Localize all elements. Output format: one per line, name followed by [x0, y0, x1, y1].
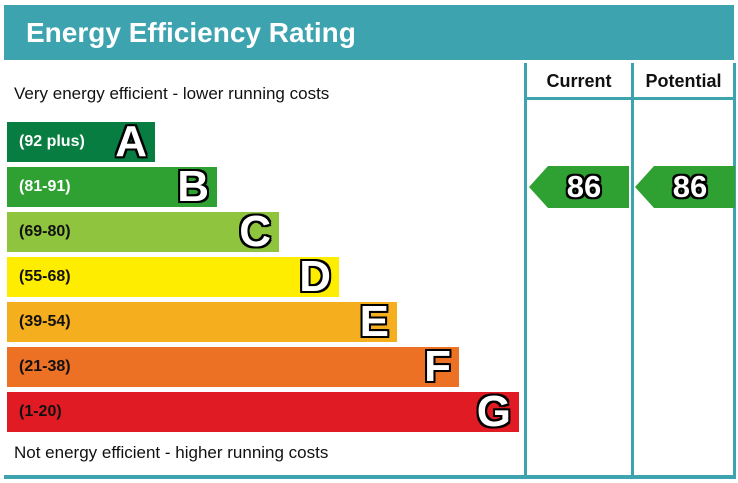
band-b-bar: (81-91) B [7, 162, 217, 211]
band-g-range-label: (1-20) [19, 403, 62, 420]
band-d-range-label: (55-68) [19, 268, 71, 285]
band-f-bar: (21-38) F [7, 342, 459, 391]
band-a-letter: A [115, 117, 147, 166]
current-rating-arrow: 86 [529, 166, 629, 208]
band-e-bar: (39-54) E [7, 297, 397, 346]
bottom-note: Not energy efficient - higher running co… [14, 443, 329, 462]
top-note: Very energy efficient - lower running co… [14, 84, 330, 103]
band-e-range-label: (39-54) [19, 313, 71, 330]
band-f-letter: F [424, 342, 451, 391]
potential-rating-arrow: 86 [635, 166, 735, 208]
band-c-bar: (69-80) C [7, 207, 279, 256]
band-e-letter: E [359, 297, 389, 346]
band-a-bar: (92 plus) A [7, 117, 155, 166]
band-a-range-label: (92 plus) [19, 133, 85, 150]
potential-rating-value: 86 [672, 169, 708, 204]
band-f-range-label: (21-38) [19, 358, 71, 375]
band-g-letter: G [476, 387, 511, 436]
current-column-header: Current [546, 71, 612, 91]
band-c-letter: C [239, 207, 271, 256]
table-border-right [733, 63, 736, 475]
table-border-middle [631, 63, 634, 475]
potential-column-header: Potential [645, 71, 722, 91]
current-rating-value: 86 [566, 169, 602, 204]
band-c-range-label: (69-80) [19, 223, 71, 240]
band-g-bar: (1-20) G [7, 387, 519, 436]
table-header-separator [524, 97, 736, 100]
table-border-left [524, 63, 527, 475]
band-d-bar: (55-68) D [7, 252, 339, 301]
chart-title: Energy Efficiency Rating [4, 5, 734, 60]
band-b-range-label: (81-91) [19, 178, 71, 195]
band-d-letter: D [299, 252, 331, 301]
chart-bottom-border [4, 475, 736, 479]
band-b-letter: B [177, 162, 209, 211]
